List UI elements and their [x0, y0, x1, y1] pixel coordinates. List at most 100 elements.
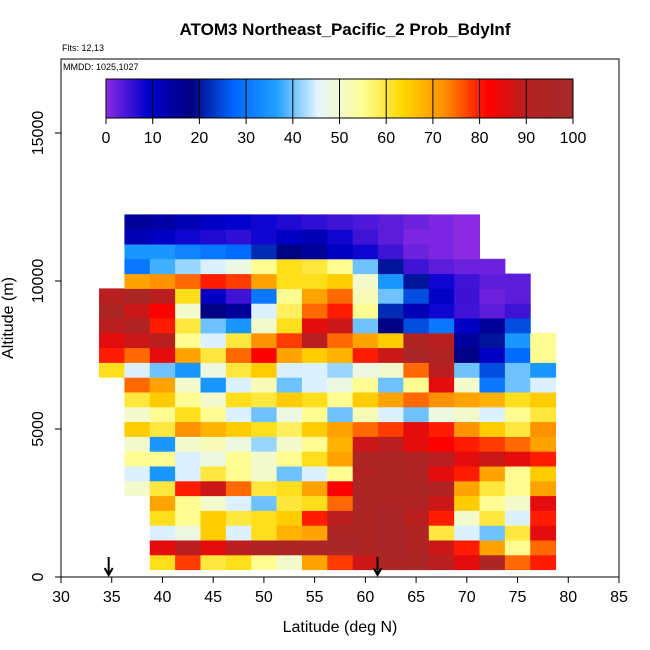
- colorbar-tick-label: 50: [331, 130, 349, 147]
- heatmap-cell: [378, 303, 404, 319]
- heatmap-cell: [428, 525, 455, 541]
- heatmap-cell: [530, 466, 557, 482]
- heatmap-cell: [479, 436, 506, 452]
- colorbar-tick-label: 10: [144, 130, 162, 147]
- heatmap-cell: [149, 406, 176, 423]
- heatmap-cell: [225, 525, 252, 541]
- heatmap-cell: [479, 406, 506, 423]
- heatmap-cell: [200, 229, 227, 245]
- y-tick-label: 5000: [30, 411, 47, 447]
- heatmap-cell: [378, 392, 404, 408]
- heatmap-cell: [530, 332, 557, 349]
- heatmap-cell: [378, 421, 404, 437]
- heatmap-cell: [175, 377, 201, 393]
- heatmap-cell: [428, 495, 455, 511]
- heatmap-cell: [225, 318, 252, 334]
- heatmap-cell: [403, 258, 430, 275]
- heatmap-cell: [175, 554, 201, 571]
- dates-annotation: MMDD: 1025,1027: [63, 62, 139, 72]
- heatmap-cell: [352, 318, 379, 334]
- heatmap-cell: [428, 510, 455, 526]
- heatmap-cell: [251, 451, 278, 467]
- heatmap-cell: [504, 554, 531, 571]
- x-axis: 30 35 40 45 50 55 60 65 70 75 80 85: [52, 577, 628, 606]
- heatmap-cell: [251, 406, 278, 423]
- heatmap-cell: [378, 229, 404, 245]
- heatmap-cell: [504, 273, 531, 289]
- heatmap-cell: [479, 480, 506, 497]
- heatmap-cell: [479, 525, 506, 541]
- heatmap-cell: [504, 525, 531, 541]
- heatmap-cell: [251, 540, 278, 556]
- colorbar-tick-label: 100: [560, 130, 587, 147]
- heatmap-cell: [301, 303, 328, 319]
- heatmap-cell: [454, 229, 480, 245]
- heatmap-cell: [403, 421, 430, 437]
- heatmap-cell: [200, 332, 227, 349]
- heatmap-cell: [251, 244, 278, 260]
- heatmap-cell: [378, 318, 404, 334]
- heatmap-cell: [149, 244, 176, 260]
- x-tick-label: 65: [407, 589, 425, 606]
- x-tick-label: 45: [204, 589, 222, 606]
- heatmap-cell: [454, 480, 480, 497]
- heatmap-cell: [225, 554, 252, 571]
- colorbar-tick-label: 30: [237, 130, 255, 147]
- heatmap-cell: [301, 554, 328, 571]
- heatmap-cell: [403, 466, 430, 482]
- heatmap-cell: [378, 288, 404, 304]
- heatmap-cell: [200, 244, 227, 260]
- x-tick-label: 40: [154, 589, 172, 606]
- heatmap-cell: [378, 495, 404, 511]
- heatmap-cell: [124, 318, 151, 334]
- colorbar-tick-label: 40: [284, 130, 302, 147]
- heatmap-cell: [225, 258, 252, 275]
- heatmap-cell: [352, 495, 379, 511]
- heatmap-cell: [175, 332, 201, 349]
- heatmap-cell: [378, 362, 404, 378]
- heatmap-cell: [479, 362, 506, 378]
- heatmap-cell: [276, 229, 303, 245]
- heatmap-cell: [225, 332, 252, 349]
- heatmap-cell: [200, 480, 227, 497]
- heatmap-cell: [251, 229, 278, 245]
- heatmap-cell: [403, 214, 430, 230]
- heatmap-cell: [403, 318, 430, 334]
- plot-frame: [60, 58, 620, 578]
- heatmap-cell: [530, 436, 557, 452]
- heatmap-cell: [276, 303, 303, 319]
- heatmap-cell: [149, 318, 176, 334]
- heatmap-cell: [479, 258, 506, 275]
- heatmap-cell: [530, 540, 557, 556]
- x-tick-label: 70: [458, 589, 476, 606]
- heatmap-cell: [301, 466, 328, 482]
- x-tick-label: 50: [255, 589, 273, 606]
- heatmap-cell: [276, 273, 303, 289]
- heatmap-cell: [504, 362, 531, 378]
- heatmap-cell: [428, 436, 455, 452]
- heatmap-cell: [403, 377, 430, 393]
- heatmap-cell: [403, 436, 430, 452]
- heatmap-cell: [225, 273, 252, 289]
- heatmap-cell: [276, 332, 303, 349]
- heatmap-cell: [301, 406, 328, 423]
- heatmap-cell: [479, 451, 506, 467]
- heatmap-cell: [403, 495, 430, 511]
- heatmap-cell: [251, 554, 278, 571]
- heatmap-cell: [149, 495, 176, 511]
- heatmap-cell: [301, 288, 328, 304]
- heatmap-cell: [301, 362, 328, 378]
- heatmap-cell: [403, 525, 430, 541]
- heatmap-cell: [352, 273, 379, 289]
- heatmap-cell: [301, 347, 328, 363]
- heatmap-cell: [175, 244, 201, 260]
- heatmap-cell: [149, 258, 176, 275]
- heatmap-cell: [251, 480, 278, 497]
- heatmap-cell: [352, 480, 379, 497]
- heatmap-cell: [352, 421, 379, 437]
- heatmap-cell: [149, 392, 176, 408]
- heatmap-cell: [428, 347, 455, 363]
- heatmap-cell: [301, 214, 328, 230]
- heatmap-cell: [200, 392, 227, 408]
- heatmap-cell: [327, 318, 354, 334]
